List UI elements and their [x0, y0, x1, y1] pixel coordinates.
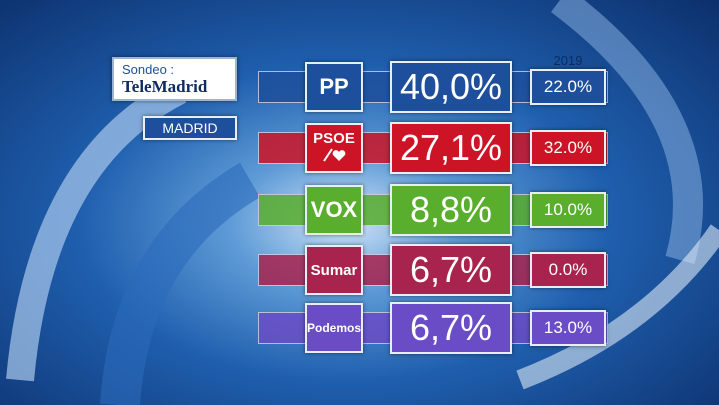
party-logo: Podemos [305, 303, 363, 353]
previous-value: 32.0% [530, 130, 606, 166]
previous-value: 10.0% [530, 192, 606, 228]
party-logo: VOX [305, 185, 363, 235]
party-logo: Sumar [305, 245, 363, 295]
party-logo: PP [305, 62, 363, 112]
current-value: 27,1% [390, 122, 512, 174]
previous-value: 13.0% [530, 310, 606, 346]
previous-value: 0.0% [530, 252, 606, 288]
current-value: 40,0% [390, 61, 512, 113]
region: MADRID [143, 116, 237, 140]
party-logo: PSOE [305, 123, 363, 173]
source-prefix: Sondeo : [122, 61, 175, 77]
heart-icon [322, 147, 346, 167]
current-value: 6,7% [390, 302, 512, 354]
current-value: 8,8% [390, 184, 512, 236]
year-label: 2019 [553, 53, 583, 68]
source: TeleMadrid [122, 76, 208, 96]
source-box: Sondeo : TeleMadrid [112, 57, 237, 101]
previous-value: 22.0% [530, 69, 606, 105]
current-value: 6,7% [390, 244, 512, 296]
